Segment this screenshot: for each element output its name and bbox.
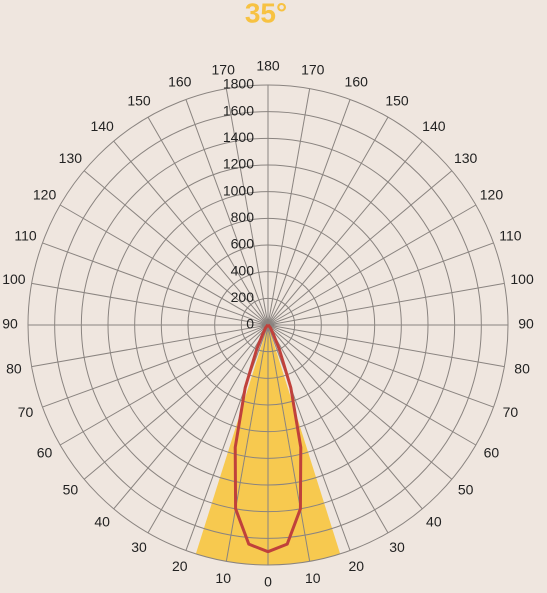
grid-spoke bbox=[267, 324, 453, 480]
grid-spoke bbox=[267, 140, 423, 326]
angle-tick-label: 150 bbox=[385, 92, 409, 108]
angle-tick-label: 0 bbox=[264, 574, 272, 590]
grid-spoke bbox=[267, 324, 494, 408]
angle-tick-label: 30 bbox=[131, 539, 147, 555]
grid-spoke bbox=[267, 282, 505, 326]
grid-spoke bbox=[267, 204, 477, 326]
angle-tick-label: 60 bbox=[484, 445, 500, 461]
angle-tick-label: 30 bbox=[389, 539, 405, 555]
angle-tick-label: 120 bbox=[33, 187, 57, 203]
intensity-curve bbox=[233, 323, 303, 554]
r-tick-label: 800 bbox=[231, 209, 255, 225]
angle-tick-label: 100 bbox=[510, 271, 534, 287]
chart-title: 35° bbox=[245, 0, 287, 28]
r-tick-label: 1200 bbox=[223, 156, 254, 172]
grid-spoke bbox=[267, 324, 351, 551]
angle-tick-label: 150 bbox=[127, 92, 151, 108]
angle-tick-label: 60 bbox=[37, 445, 53, 461]
grid-spoke bbox=[31, 324, 269, 368]
angle-tick-label: 170 bbox=[212, 62, 236, 78]
angle-tick-label: 20 bbox=[348, 558, 364, 574]
grid-spoke bbox=[147, 324, 269, 534]
grid-spoke bbox=[185, 324, 269, 551]
angle-tick-label: 50 bbox=[63, 482, 79, 498]
angle-tick-label: 100 bbox=[2, 271, 26, 287]
grid-spoke bbox=[225, 88, 269, 326]
angle-tick-label: 110 bbox=[14, 227, 37, 243]
r-tick-label: 400 bbox=[231, 262, 255, 278]
angle-tick-label: 10 bbox=[215, 570, 231, 586]
grid-spoke bbox=[83, 170, 269, 326]
r-tick-label: 1600 bbox=[223, 102, 254, 118]
angle-tick-label: 20 bbox=[172, 558, 188, 574]
angle-tick-label: 130 bbox=[59, 150, 83, 166]
grid-spoke bbox=[147, 116, 269, 326]
angle-tick-label: 120 bbox=[480, 187, 504, 203]
grid-spoke bbox=[267, 324, 423, 510]
r-tick-label: 0 bbox=[246, 316, 254, 332]
angle-tick-label: 140 bbox=[422, 118, 446, 134]
r-tick-label: 1400 bbox=[223, 129, 254, 145]
angle-tick-label: 70 bbox=[18, 404, 34, 420]
angle-tick-label: 90 bbox=[2, 316, 18, 332]
grid-spoke bbox=[267, 324, 505, 368]
grid-spoke bbox=[42, 242, 269, 326]
angle-tick-label: 80 bbox=[514, 361, 530, 377]
grid-spoke bbox=[31, 282, 269, 326]
grid-spoke bbox=[267, 116, 389, 326]
angle-tick-label: 10 bbox=[305, 570, 321, 586]
angle-tick-label: 40 bbox=[426, 513, 442, 529]
grid-spoke bbox=[113, 140, 269, 326]
angle-tick-label: 40 bbox=[94, 513, 110, 529]
r-tick-label: 200 bbox=[231, 289, 255, 305]
angle-tick-label: 110 bbox=[499, 227, 522, 243]
grid-spoke bbox=[267, 99, 351, 326]
grid-spoke bbox=[113, 324, 269, 510]
grid-spoke bbox=[42, 324, 269, 408]
r-tick-label: 1800 bbox=[223, 76, 254, 92]
grid-spoke bbox=[185, 99, 269, 326]
grid-spoke bbox=[83, 324, 269, 480]
grid-spoke bbox=[267, 242, 494, 326]
grid-spoke bbox=[267, 324, 477, 446]
angle-tick-label: 130 bbox=[454, 150, 478, 166]
grid-spoke bbox=[267, 324, 311, 562]
grid-spoke bbox=[59, 204, 269, 326]
angle-tick-label: 80 bbox=[6, 361, 22, 377]
angle-tick-label: 70 bbox=[503, 404, 519, 420]
angle-tick-label: 140 bbox=[90, 118, 114, 134]
grid-spoke bbox=[267, 324, 389, 534]
angle-tick-label: 170 bbox=[301, 62, 325, 78]
angle-tick-label: 50 bbox=[458, 482, 474, 498]
angle-tick-label: 160 bbox=[345, 73, 369, 89]
grid-spoke bbox=[267, 88, 311, 326]
r-tick-label: 1000 bbox=[223, 182, 254, 198]
r-tick-label: 600 bbox=[231, 236, 255, 252]
angle-tick-label: 180 bbox=[256, 58, 280, 74]
angle-tick-label: 160 bbox=[168, 73, 192, 89]
angle-tick-label: 90 bbox=[518, 316, 534, 332]
grid-spoke bbox=[225, 324, 269, 562]
grid-spoke bbox=[59, 324, 269, 446]
grid-spoke bbox=[267, 170, 453, 326]
